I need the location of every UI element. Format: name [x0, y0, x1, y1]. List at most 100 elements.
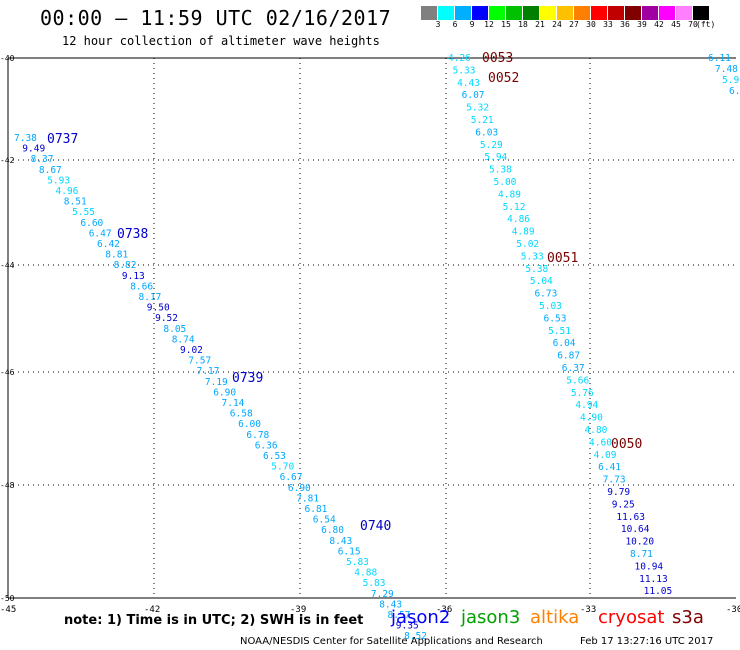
legend-swatch [625, 6, 642, 20]
satellite-label-altika: altika [530, 607, 580, 628]
swh-value: 4.09 [594, 450, 617, 461]
swh-value: 4.90 [580, 413, 603, 424]
swh-value: 6.15 [338, 546, 361, 557]
swh-value: 8.57 [388, 610, 411, 621]
legend-swatch [506, 6, 523, 20]
legend-label: 70 [688, 20, 698, 29]
swh-value: 5.38 [489, 165, 512, 176]
swh-value: 6.67 [280, 472, 303, 483]
swh-value: 4.96 [56, 186, 79, 197]
legend-swatch [676, 6, 693, 20]
swh-value: 4.89 [498, 189, 521, 200]
swh-value: 4.26 [448, 53, 471, 64]
swh-value: 6.03 [475, 127, 498, 138]
swh-value: 5.03 [539, 301, 562, 312]
legend-swatches [421, 6, 710, 20]
legend-swatch [523, 6, 540, 20]
swh-value: 8.66 [130, 281, 153, 292]
swh-value: 6.36 [255, 440, 278, 451]
legend-swatch [455, 6, 472, 20]
legend-swatch [489, 6, 506, 20]
swh-value: 6.58 [230, 409, 253, 420]
swh-value: 5.83 [363, 578, 386, 589]
swh-value: 4.94 [575, 400, 598, 411]
legend-swatch [557, 6, 574, 20]
swh-value: 11.13 [639, 574, 668, 585]
swh-value: 8.67 [39, 165, 62, 176]
swh-value: 9.79 [607, 487, 630, 498]
swh-value: 5.93 [47, 175, 70, 186]
legend-swatch [659, 6, 676, 20]
swh-value: 5.29 [480, 140, 503, 151]
legend-swatch [591, 6, 608, 20]
swh-value: 4.80 [585, 425, 608, 436]
lon-tick-label: -39 [290, 605, 306, 615]
swh-value: 5.38 [525, 264, 548, 275]
pass-time-label: 0052 [488, 71, 519, 86]
swh-value: 6.78 [246, 430, 269, 441]
swh-value: 6.73 [534, 289, 557, 300]
swh-value: 5.96 [722, 75, 740, 86]
swh-value: 10.94 [635, 561, 664, 572]
swh-value: 8.82 [114, 260, 137, 271]
pass-time-label: 0739 [232, 371, 263, 386]
legend-label: 18 [518, 20, 528, 29]
map-subtitle: 12 hour collection of altimeter wave hei… [62, 34, 380, 48]
swh-value: 6.42 [97, 239, 120, 250]
wave-height-legend: 3 6 9 12 15 18 21 24 27 30 33 36 39 42 45 70 (ft) [421, 6, 715, 32]
swh-value: 6.90 [213, 387, 236, 398]
swh-value: 11.05 [644, 586, 673, 597]
legend-label: 30 [586, 20, 596, 29]
swh-value: 10.20 [625, 537, 654, 548]
legend-swatch [642, 6, 659, 20]
swh-value: 6.53 [544, 313, 567, 324]
swh-value: 6.81 [305, 504, 328, 515]
swh-value: 8.52 [404, 631, 427, 642]
swh-value: 7.38 [14, 133, 37, 144]
swh-value: 7.48 [715, 64, 738, 75]
swh-value: 4.89 [512, 227, 535, 238]
swh-value: 5.83 [346, 557, 369, 568]
satellite-label-jason3: jason3 [461, 607, 521, 628]
lat-tick-label: -40 [0, 54, 15, 63]
lon-tick-label: -45 [0, 605, 16, 615]
swh-value: 5.12 [503, 202, 526, 213]
lat-tick-label: -48 [0, 481, 15, 490]
swh-value: 5.94 [484, 152, 507, 163]
swh-value: 6.11 [708, 53, 731, 64]
swh-value: 9.52 [155, 313, 178, 324]
legend-label: 45 [671, 20, 681, 29]
swh-value: 9.02 [180, 345, 203, 356]
swh-value: 9.49 [22, 144, 45, 155]
swh-value: 5.51 [548, 326, 571, 337]
pass-time-label: 0737 [47, 132, 78, 147]
swh-value: 5.00 [494, 177, 517, 188]
legend-label: 27 [569, 20, 579, 29]
swh-value: 4.86 [507, 214, 530, 225]
swh-value: 9.13 [122, 271, 145, 282]
swh-value: 6.04 [553, 338, 576, 349]
swh-value: 5.76 [571, 388, 594, 399]
legend-label: 21 [535, 20, 545, 29]
swh-value: 6.54 [313, 515, 336, 526]
swh-value: 11.63 [616, 512, 645, 523]
swh-value: 8.74 [172, 334, 195, 345]
swh-value: 6.18 [729, 86, 740, 97]
swh-value: 7.73 [603, 475, 626, 486]
swh-value: 5.55 [72, 207, 95, 218]
swh-value: 4.88 [354, 568, 377, 579]
legend-swatch [472, 6, 489, 20]
lon-tick-label: -42 [144, 605, 160, 615]
legend-swatch [438, 6, 455, 20]
swh-value: 6.07 [462, 90, 485, 101]
swh-value: 5.33 [521, 251, 544, 262]
legend-label: 12 [484, 20, 494, 29]
legend-swatch [608, 6, 625, 20]
pass-time-label: 0740 [360, 519, 391, 534]
legend-label: 24 [552, 20, 562, 29]
swh-value: 4.60 [589, 437, 612, 448]
swh-value: 5.66 [566, 375, 589, 386]
swh-value: 5.33 [453, 65, 476, 76]
swh-value: 6.37 [562, 363, 585, 374]
legend-label: 9 [469, 20, 475, 29]
